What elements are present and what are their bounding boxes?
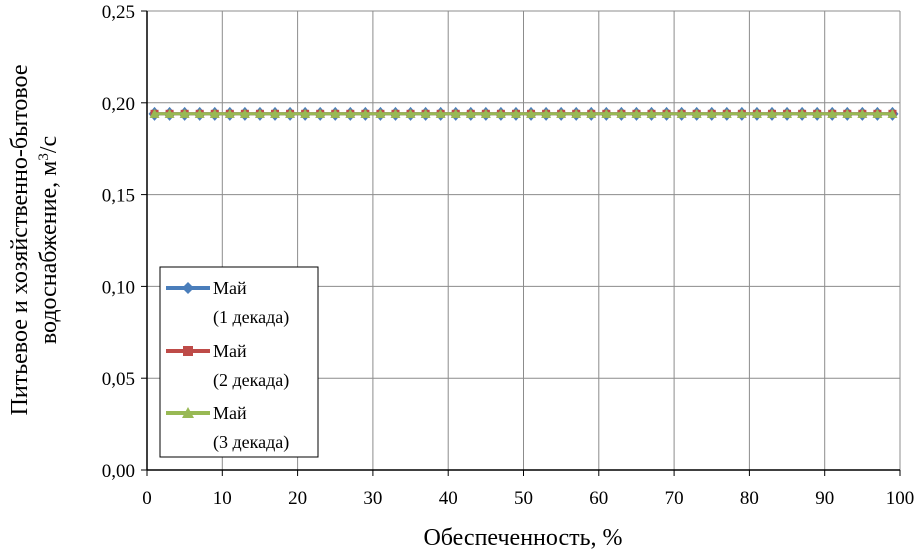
data-point-triangle [420,108,431,118]
data-point-triangle [209,108,220,118]
legend-label-3-line2: (3 декада) [213,432,289,453]
x-tick-label: 80 [740,488,759,509]
x-tick-label: 100 [886,488,915,509]
legend-item-2: Май (2 декада) [166,341,289,391]
x-axis-title: Обеспеченность, % [423,525,622,551]
y-tick-label: 0,10 [102,277,135,298]
data-point-triangle [480,108,491,118]
data-point-triangle [857,108,868,118]
data-point-triangle [646,108,657,118]
data-point-triangle [872,108,883,118]
data-point-triangle [405,108,416,118]
legend-label-1-line2: (1 декада) [213,307,289,328]
legend-item-1: Май (1 декада) [166,278,289,328]
legend-label-1-line1: Май [213,278,247,298]
x-tick-labels: 0 10 20 30 40 50 60 70 80 90 100 [142,488,914,509]
data-point-triangle [450,108,461,118]
data-point-triangle [676,108,687,118]
y-tick-label: 0,25 [102,2,135,23]
legend-label-2-line2: (2 декада) [213,370,289,391]
data-point-triangle [375,108,386,118]
y-axis-title: Питьевое и хозяйственно-бытовое водоснаб… [7,65,62,416]
data-point-triangle [285,108,296,118]
series-layer [148,106,899,121]
data-point-triangle [194,108,205,118]
vertical-gridlines [221,11,901,470]
legend-marker-diamond [182,282,194,294]
x-tick-label: 20 [288,488,307,509]
legend-label-2-line1: Май [213,341,247,361]
data-point-triangle [360,108,371,118]
legend-marker-triangle [182,407,194,418]
data-point-triangle [751,108,762,118]
series-3 [149,108,898,118]
data-point-triangle [842,108,853,118]
data-point-triangle [706,108,717,118]
legend-item-3: Май (3 декада) [166,403,289,453]
data-point-triangle [616,108,627,118]
x-tick-label: 50 [514,488,533,509]
data-point-triangle [661,108,672,118]
x-tick-label: 30 [363,488,382,509]
x-tick-label: 60 [589,488,608,509]
data-point-triangle [571,108,582,118]
data-point-triangle [510,108,521,118]
x-tick-label: 0 [142,488,152,509]
axes [141,10,901,476]
y-tick-labels: 0,00 0,05 0,10 0,15 0,20 0,25 [102,2,135,482]
x-tick-label: 90 [815,488,834,509]
y-axis-title-line2: водоснабжение, м3/с [36,136,62,344]
y-tick-label: 0,00 [102,461,135,482]
data-point-triangle [797,108,808,118]
y-tick-label: 0,20 [102,94,135,115]
data-point-triangle [736,108,747,118]
data-point-triangle [691,108,702,118]
data-point-triangle [224,108,235,118]
data-point-triangle [887,108,898,118]
data-point-triangle [601,108,612,118]
legend-marker-square [183,346,193,356]
data-point-triangle [812,108,823,118]
data-point-triangle [315,108,326,118]
data-point-triangle [179,108,190,118]
data-point-triangle [721,108,732,118]
data-point-triangle [345,108,356,118]
data-point-triangle [390,108,401,118]
data-point-triangle [465,108,476,118]
data-point-triangle [330,108,341,118]
data-point-triangle [300,108,311,118]
data-point-triangle [631,108,642,118]
data-point-triangle [495,108,506,118]
y-axis-title-line1: Питьевое и хозяйственно-бытовое [7,65,33,416]
data-point-triangle [254,108,265,118]
legend: Май (1 декада) Май (2 декада) Май (3 дек… [159,266,319,458]
data-point-triangle [164,108,175,118]
y-tick-label: 0,15 [102,186,135,207]
data-point-triangle [270,108,281,118]
legend-label-3-line1: Май [213,403,247,423]
data-point-triangle [541,108,552,118]
data-point-triangle [556,108,567,118]
x-tick-label: 40 [439,488,458,509]
data-point-triangle [586,108,597,118]
y-tick-label: 0,05 [102,369,135,390]
data-point-triangle [766,108,777,118]
x-tick-label: 70 [665,488,684,509]
data-point-triangle [526,108,537,118]
data-point-triangle [782,108,793,118]
data-point-triangle [827,108,838,118]
data-point-triangle [435,108,446,118]
x-tick-label: 10 [213,488,232,509]
legend-box [159,266,319,458]
data-point-triangle [149,108,160,118]
data-point-triangle [239,108,250,118]
